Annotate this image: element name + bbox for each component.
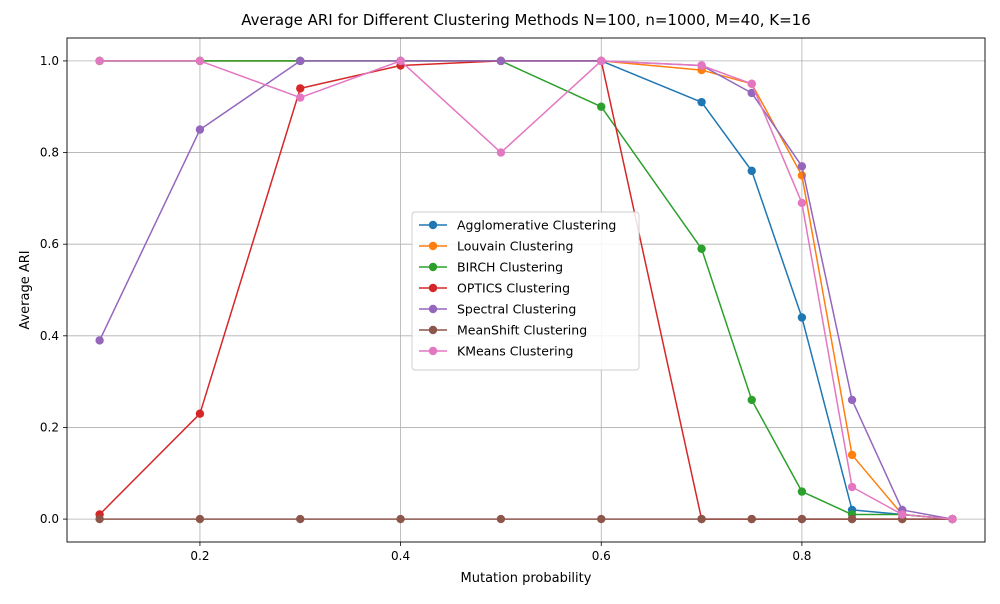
data-point [296, 84, 305, 93]
data-point [747, 395, 756, 405]
data-point [697, 97, 706, 107]
legend-swatch-marker [428, 325, 438, 335]
legend-swatch-marker [428, 304, 438, 314]
y-tick-label: 1.0 [40, 54, 59, 68]
legend-label: BIRCH Clustering [457, 260, 563, 275]
legend-box [411, 211, 640, 371]
data-point [195, 409, 205, 418]
data-point [797, 313, 807, 322]
legend-label: Agglomerative Clustering [457, 218, 616, 233]
data-point [747, 514, 756, 524]
plot-frame [66, 37, 986, 543]
y-tick-label: 0.4 [40, 329, 59, 343]
y-tick-label: 0.0 [40, 512, 59, 526]
legend-swatch-marker [428, 220, 438, 230]
data-point [296, 514, 305, 524]
data-point [95, 336, 104, 345]
series-line [99, 60, 953, 520]
data-point [396, 514, 405, 524]
data-point [496, 514, 506, 524]
y-tick-label: 0.6 [40, 237, 59, 251]
data-point [195, 514, 205, 524]
data-point [797, 198, 807, 208]
data-point [697, 514, 706, 524]
data-point [797, 514, 807, 524]
y-axis-label: Average ARI [18, 250, 33, 329]
ticks: 0.2 0.4 0.6 0.8 0.0 0.2 0.4 0.6 0.8 1.0 [40, 54, 812, 563]
data-point [697, 61, 706, 70]
legend-swatch-marker [428, 262, 438, 272]
data-point [797, 487, 807, 496]
legend-swatch-marker [428, 241, 438, 251]
y-tick-label: 0.8 [40, 146, 59, 160]
series-layer [95, 56, 957, 524]
data-point [95, 56, 104, 66]
legend: Agglomerative Clustering Louvain Clusteri… [411, 211, 640, 371]
data-point [296, 93, 305, 102]
legend-label: KMeans Clustering [457, 344, 573, 359]
data-point [597, 56, 606, 66]
data-point [898, 510, 907, 519]
data-point [597, 102, 606, 111]
data-point [847, 450, 857, 460]
series-6 [95, 56, 957, 524]
data-point [948, 514, 957, 524]
x-tick-label: 0.2 [190, 549, 209, 563]
data-point [847, 514, 857, 524]
legend-swatch-marker [428, 283, 438, 293]
data-point [597, 514, 606, 524]
data-point [697, 244, 706, 253]
y-tick-label: 0.2 [40, 420, 59, 434]
data-point [396, 56, 405, 66]
chart-title: Average ARI for Different Clustering Met… [241, 11, 811, 29]
x-tick-label: 0.8 [792, 549, 811, 563]
legend-label: Louvain Clustering [457, 239, 573, 254]
legend-label: MeanShift Clustering [457, 323, 587, 338]
legend-label: Spectral Clustering [457, 302, 576, 317]
x-tick-label: 0.6 [592, 549, 611, 563]
x-axis-label: Mutation probability [461, 571, 592, 586]
x-tick-label: 0.4 [391, 549, 410, 563]
data-point [747, 79, 756, 89]
data-point [847, 395, 857, 405]
data-point [747, 166, 756, 176]
data-point [797, 162, 807, 171]
data-point [296, 56, 305, 66]
data-point [496, 148, 506, 157]
data-point [747, 88, 756, 98]
data-point [496, 56, 506, 66]
data-point [95, 514, 104, 524]
data-point [195, 125, 205, 134]
series-line [99, 60, 953, 520]
series-5 [95, 514, 957, 524]
legend-swatch-marker [428, 346, 438, 356]
data-point [847, 482, 857, 492]
data-point [195, 56, 205, 66]
legend-label: OPTICS Clustering [457, 281, 570, 296]
